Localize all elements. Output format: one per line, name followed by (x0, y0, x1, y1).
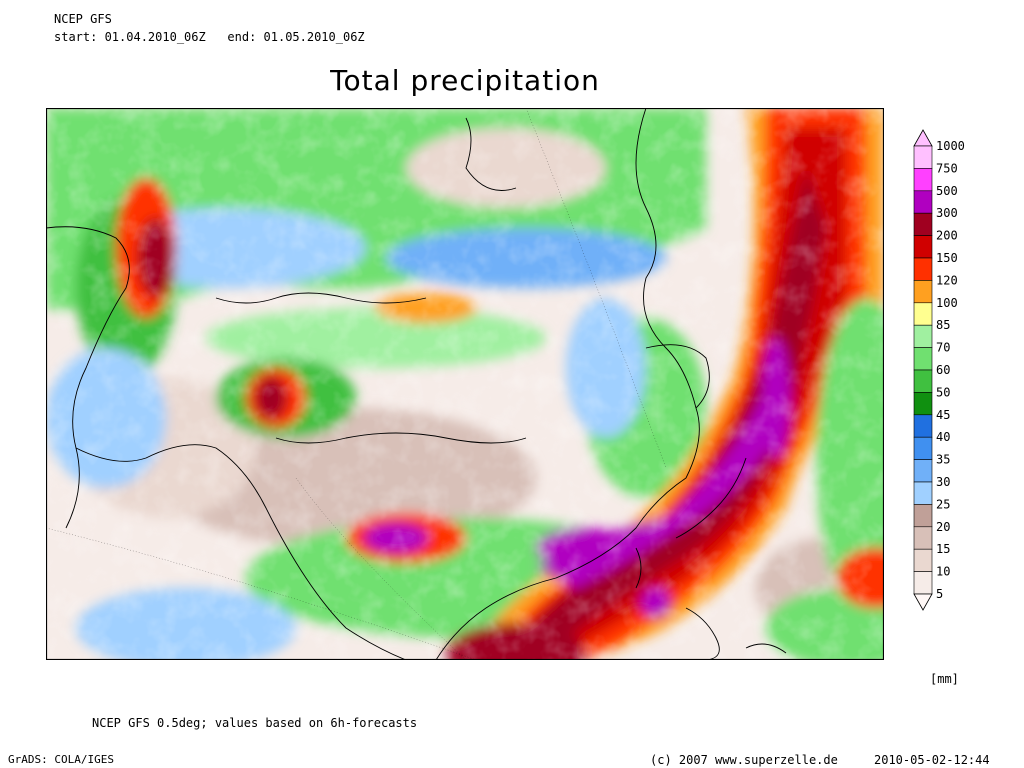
colorbar-label: 5 (936, 587, 943, 601)
colorbar-swatch (913, 436, 933, 460)
colorbar-swatch (913, 235, 933, 259)
colorbar-label: 50 (936, 385, 950, 399)
colorbar-label: 750 (936, 161, 958, 175)
colorbar-swatch (913, 526, 933, 550)
colorbar-swatch (913, 190, 933, 214)
precipitation-field (46, 108, 884, 660)
colorbar-bottom-arrow (913, 593, 933, 611)
colorbar-swatch (913, 392, 933, 416)
colorbar-label: 35 (936, 453, 950, 467)
colorbar-label: 1000 (936, 139, 965, 153)
colorbar-label: 10 (936, 565, 950, 579)
colorbar-label: 30 (936, 475, 950, 489)
colorbar-label: 45 (936, 408, 950, 422)
colorbar: 1000 750 500 300 200 150 120 100 85 70 60 50 45 40 35 3… (913, 129, 965, 611)
colorbar-swatch (913, 481, 933, 505)
colorbar-label: 60 (936, 363, 950, 377)
colorbar-swatch (913, 212, 933, 236)
timestamp: 2010-05-02-12:44 (874, 753, 990, 767)
colorbar-swatch (913, 459, 933, 483)
period-label: start: 01.04.2010_06Z end: 01.05.2010_06… (54, 30, 365, 44)
colorbar-label: 85 (936, 318, 950, 332)
colorbar-label: 120 (936, 273, 958, 287)
colorbar-top-arrow (913, 129, 933, 147)
colorbar-label: 25 (936, 497, 950, 511)
colorbar-swatch (913, 369, 933, 393)
colorbar-label: 70 (936, 341, 950, 355)
precipitation-map (46, 108, 884, 660)
model-label: NCEP GFS (54, 12, 112, 26)
colorbar-swatch (913, 324, 933, 348)
colorbar-swatch (913, 347, 933, 371)
colorbar-swatch (913, 414, 933, 438)
colorbar-label: 100 (936, 296, 958, 310)
colorbar-label: 150 (936, 251, 958, 265)
software-credit: GrADS: COLA/IGES (8, 753, 114, 766)
footer-note: NCEP GFS 0.5deg; values based on 6h-fore… (92, 716, 418, 730)
colorbar-label: 40 (936, 430, 950, 444)
colorbar-label: 500 (936, 184, 958, 198)
colorbar-swatch (913, 548, 933, 572)
colorbar-swatch (913, 145, 933, 169)
chart-title: Total precipitation (330, 64, 600, 97)
colorbar-swatch (913, 571, 933, 595)
unit-label: [mm] (930, 672, 959, 686)
colorbar-label: 300 (936, 206, 958, 220)
colorbar-swatch (913, 504, 933, 528)
coastlines (46, 108, 787, 660)
colorbar-swatch (913, 257, 933, 281)
copyright: (c) 2007 www.superzelle.de (650, 753, 838, 767)
colorbar-swatch (913, 168, 933, 192)
map-frame (46, 108, 884, 660)
colorbar-label: 20 (936, 520, 950, 534)
colorbar-swatch (913, 302, 933, 326)
colorbar-swatch (913, 280, 933, 304)
colorbar-label: 15 (936, 542, 950, 556)
colorbar-label: 200 (936, 229, 958, 243)
